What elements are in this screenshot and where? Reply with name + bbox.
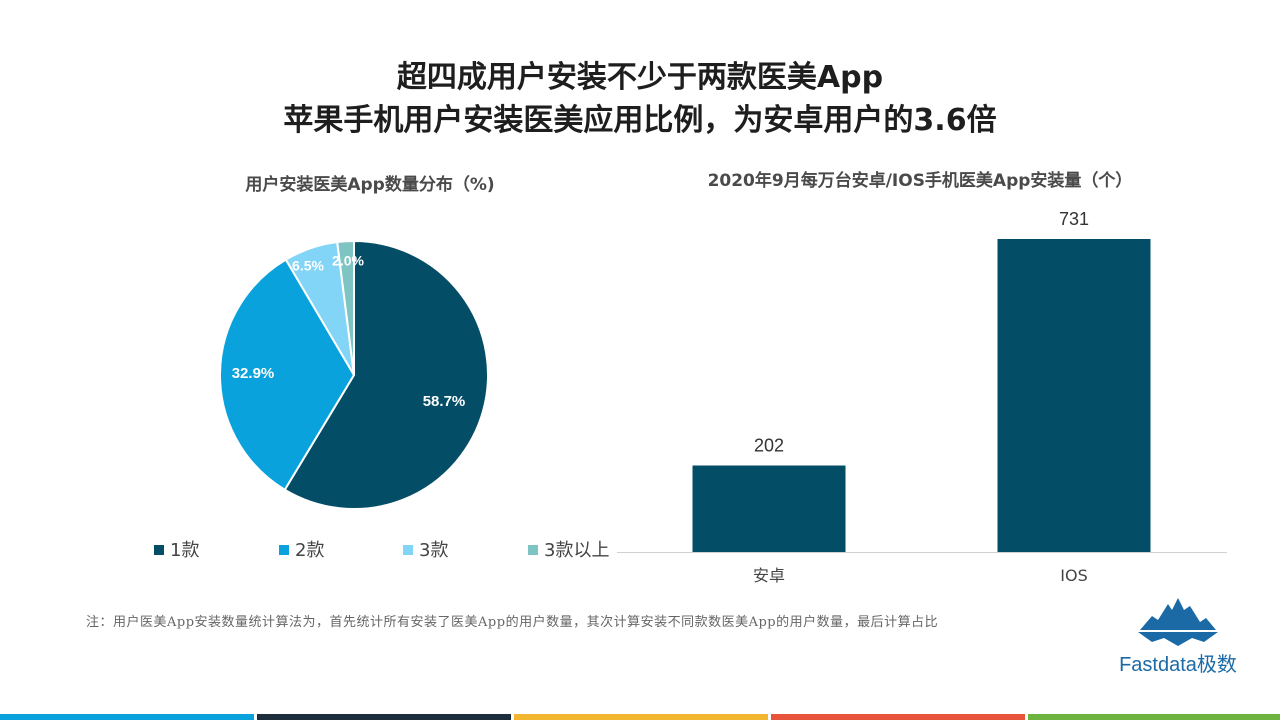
pie-data-label-3: 6.5% bbox=[292, 258, 324, 274]
legend-swatch-3 bbox=[403, 545, 413, 555]
legend-swatch-2 bbox=[279, 545, 289, 555]
page-title-line1: 超四成用户安装不少于两款医美App bbox=[396, 60, 884, 95]
footer-stripe-1 bbox=[0, 714, 254, 720]
bar-chart-title: 2020年9月每万台安卓/IOS手机医美App安装量（个） bbox=[707, 171, 1133, 191]
pie-data-label-4: 2.0% bbox=[332, 253, 364, 269]
legend-label-3: 3款 bbox=[419, 540, 448, 561]
bar-1 bbox=[692, 465, 846, 552]
bar-value-label-1: 202 bbox=[754, 436, 784, 456]
pie-data-label-2: 32.9% bbox=[232, 365, 275, 382]
pie-chart-title: 用户安装医美App数量分布（%) bbox=[245, 175, 495, 195]
footer-stripe-4 bbox=[771, 714, 1025, 720]
iceberg-icon bbox=[1138, 598, 1218, 646]
brand-logo: Fastdata极数 bbox=[1108, 596, 1248, 676]
pie-slice-4 bbox=[336, 239, 355, 376]
brand-name: Fastdata极数 bbox=[1119, 654, 1237, 676]
legend-label-2: 2款 bbox=[295, 540, 324, 561]
bar-2 bbox=[997, 239, 1151, 552]
page-title-line2: 苹果手机用户安装医美应用比例，为安卓用户的3.6倍 bbox=[283, 103, 997, 138]
pie-slice-2 bbox=[219, 258, 356, 492]
bar-category-label-1: 安卓 bbox=[753, 566, 785, 585]
footer-stripe-2 bbox=[257, 714, 511, 720]
legend-label-4: 3款以上 bbox=[544, 540, 609, 561]
footnote: 注：用户医美App安装数量统计算法为，首先统计所有安装了医美App的用户数量，其… bbox=[86, 615, 939, 630]
legend-swatch-1 bbox=[154, 545, 164, 555]
footer-stripe-3 bbox=[514, 714, 768, 720]
pie-slice-1 bbox=[283, 239, 489, 510]
bar-value-label-2: 731 bbox=[1059, 209, 1089, 229]
pie-data-label-1: 58.7% bbox=[423, 393, 466, 410]
legend-swatch-4 bbox=[528, 545, 538, 555]
bar-category-label-2: IOS bbox=[1060, 566, 1087, 585]
legend-label-1: 1款 bbox=[170, 540, 199, 561]
footer-stripe-5 bbox=[1028, 714, 1280, 720]
